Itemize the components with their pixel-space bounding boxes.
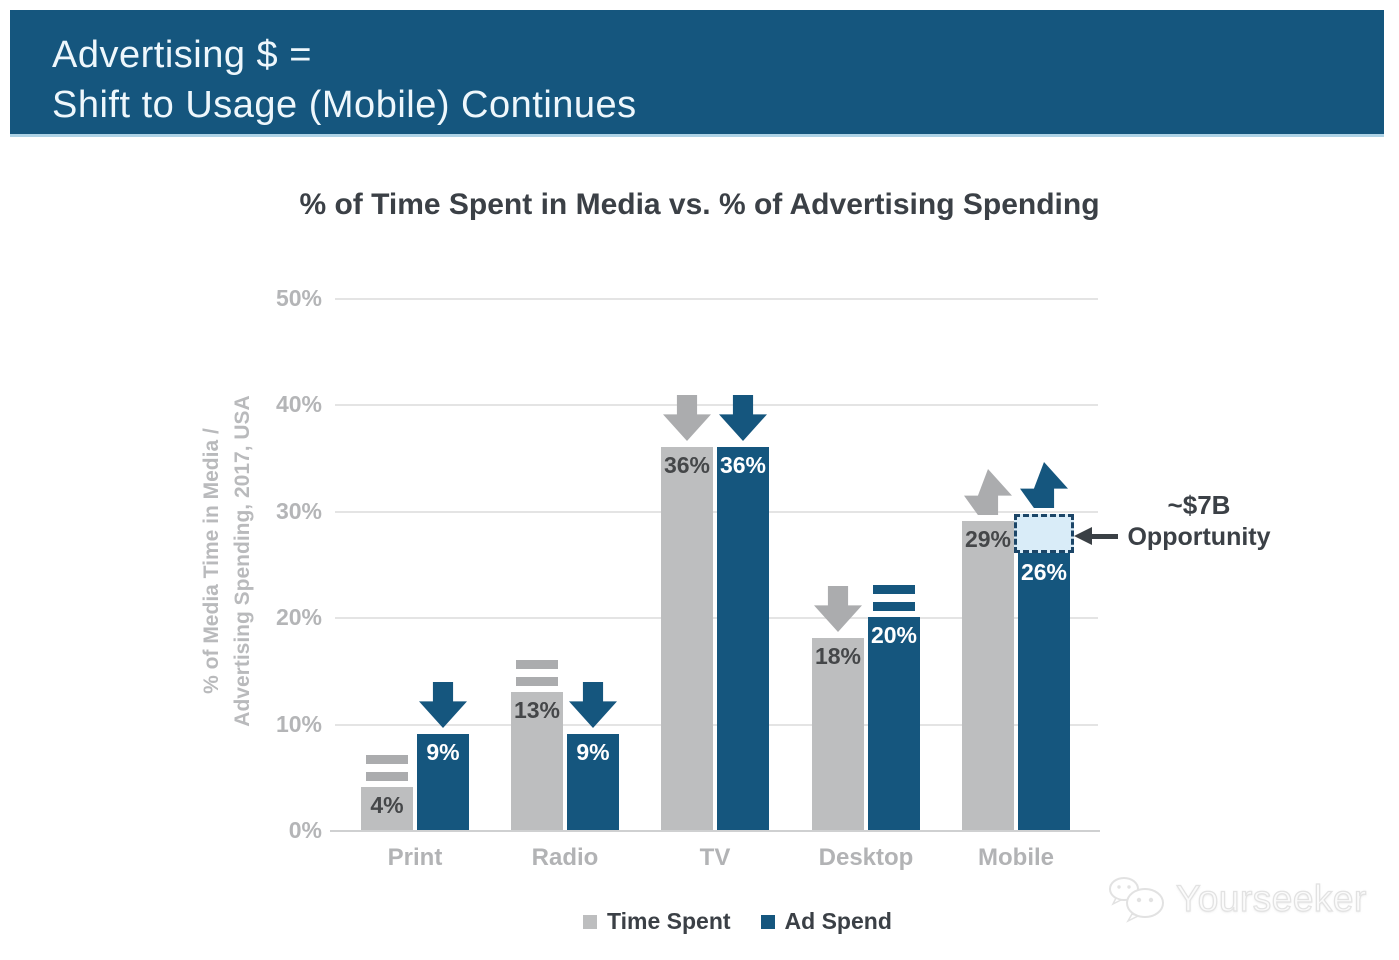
y-tick-label-20: 20%: [275, 604, 322, 630]
bar-value-label: 9%: [426, 739, 460, 765]
bar-value-label: 26%: [1020, 559, 1068, 585]
x-axis-line: [330, 830, 1100, 832]
bar-time-spent-desktop: [812, 638, 864, 830]
equals-bar: [516, 677, 558, 686]
slide-header-banner: Advertising $ = Shift to Usage (Mobile) …: [10, 10, 1384, 137]
up-arrow-icon: [1020, 462, 1068, 508]
y-tick-label-30: 30%: [275, 498, 322, 524]
x-category-label-radio: Radio: [531, 844, 599, 871]
down-arrow-icon: [663, 395, 711, 441]
legend-item-time-spent: Time Spent: [583, 908, 731, 935]
down-arrow-icon: [814, 586, 862, 632]
equals-bar: [366, 772, 408, 781]
watermark-text: Yourseeker: [1175, 877, 1367, 919]
bar-value-label: 18%: [814, 643, 862, 669]
bar-time-spent-tv: [661, 447, 713, 830]
y-tick-label-0: 0%: [288, 817, 322, 843]
x-category-label-desktop: Desktop: [818, 844, 914, 871]
bar-time-spent-radio: [511, 692, 563, 830]
legend-label-time-spent: Time Spent: [607, 908, 731, 934]
up-arrow-icon: [964, 469, 1012, 515]
y-tick-label-10: 10%: [275, 711, 322, 737]
x-category-label-print: Print: [387, 844, 443, 871]
y-axis-label-line2: Advertising Spending, 2017, USA: [231, 395, 254, 727]
opportunity-annotation: ~$7B Opportunity: [1124, 489, 1274, 553]
bar-value-label: 29%: [964, 526, 1012, 552]
bar-ad-spend-desktop: [868, 617, 920, 830]
legend-label-ad-spend: Ad Spend: [784, 908, 892, 934]
bar-ad-spend-mobile: [1018, 553, 1070, 830]
equals-icon: [366, 755, 408, 781]
bar-value-label: 36%: [663, 452, 711, 478]
down-arrow-icon: [569, 682, 617, 728]
annotation-label: Opportunity: [1127, 523, 1271, 551]
annotation-arrow-head-icon: [1074, 527, 1092, 545]
equals-bar: [873, 602, 915, 611]
bar-value-label: 20%: [870, 622, 918, 648]
gridline-30pct: [335, 511, 1098, 513]
equals-bar: [516, 660, 558, 669]
gridline-50pct: [335, 298, 1098, 300]
bar-ad-spend-tv: [717, 447, 769, 830]
chat-bubbles-icon: [1109, 877, 1164, 923]
down-arrow-icon: [419, 682, 467, 728]
y-tick-label-40: 40%: [275, 391, 322, 417]
bar-time-spent-print: [361, 787, 413, 830]
watermark: Yourseeker: [1106, 874, 1367, 924]
bar-value-label: 13%: [513, 697, 561, 723]
equals-bar: [366, 755, 408, 764]
bar-time-spent-mobile: [962, 521, 1014, 830]
equals-icon: [516, 660, 558, 686]
equals-icon: [873, 585, 915, 611]
banner-title-line2: Shift to Usage (Mobile) Continues: [52, 84, 637, 126]
bar-ad-spend-print: [417, 734, 469, 830]
banner-title-line1: Advertising $ =: [52, 34, 312, 76]
legend-swatch-gray: [583, 914, 597, 929]
y-axis-label: % of Media Time in Media / Advertising S…: [196, 261, 268, 861]
legend-item-ad-spend: Ad Spend: [760, 908, 892, 935]
annotation-value: ~$7B: [1167, 490, 1231, 520]
x-category-label-tv: TV: [699, 844, 731, 871]
bar-value-label: 4%: [370, 792, 404, 818]
x-category-label-mobile: Mobile: [978, 844, 1054, 871]
opportunity-dashed-box: [1014, 514, 1074, 553]
legend-swatch-blue: [760, 914, 775, 929]
legend: Time Spent Ad Spend: [583, 908, 892, 935]
bar-ad-spend-radio: [567, 734, 619, 830]
annotation-arrow-stem: [1090, 534, 1118, 539]
chart-title: % of Time Spent in Media vs. % of Advert…: [299, 188, 1100, 221]
y-axis-label-line1: % of Media Time in Media /: [200, 428, 223, 694]
bar-value-label: 9%: [576, 739, 610, 765]
gridline-20pct: [335, 617, 1098, 619]
y-tick-label-50: 50%: [275, 285, 322, 311]
equals-bar: [873, 585, 915, 594]
bar-value-label: 36%: [719, 452, 767, 478]
down-arrow-icon: [719, 395, 767, 441]
gridline-10pct: [335, 724, 1098, 726]
gridline-40pct: [335, 404, 1098, 406]
